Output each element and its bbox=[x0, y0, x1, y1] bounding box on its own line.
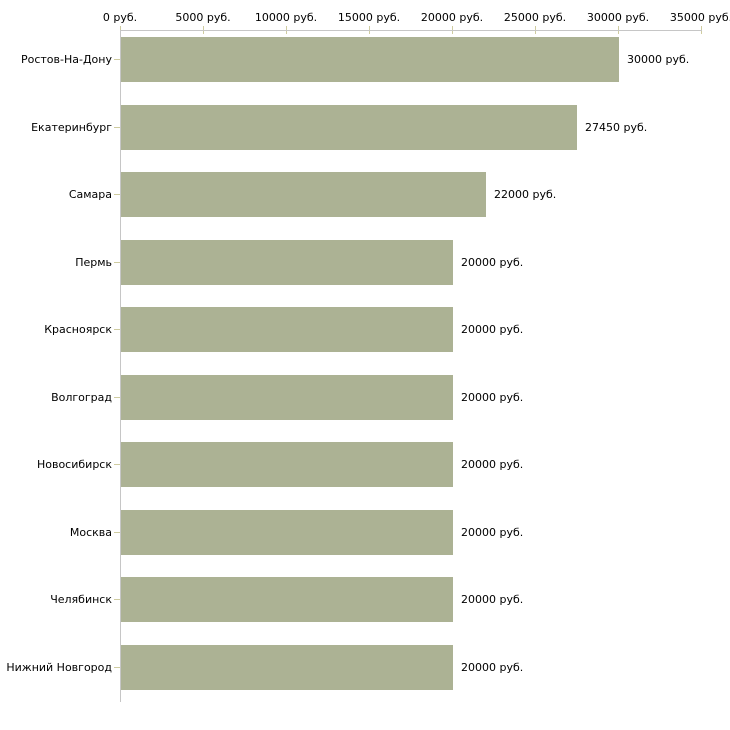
bar bbox=[121, 577, 453, 622]
bar-value-label: 20000 руб. bbox=[461, 255, 524, 269]
y-axis-tick bbox=[114, 126, 120, 128]
bar-row: Екатеринбург 27450 руб. bbox=[0, 104, 730, 150]
bar bbox=[121, 442, 453, 487]
bar-value-label: 20000 руб. bbox=[461, 323, 524, 336]
category-label: Челябинск bbox=[50, 593, 112, 606]
bar bbox=[121, 37, 619, 82]
category-label: Самара bbox=[68, 188, 112, 201]
x-axis-tick-label: 10000 руб. bbox=[254, 11, 318, 24]
bar bbox=[121, 104, 577, 150]
x-axis-tick-label: 15000 руб. bbox=[337, 11, 401, 24]
bar-value-label: 22000 руб. bbox=[494, 188, 557, 201]
category-label: Волгоград bbox=[51, 390, 112, 404]
category-label: Ростов-На-Дону bbox=[20, 53, 112, 66]
y-axis-tick bbox=[114, 194, 120, 195]
bar-value-label: 20000 руб. bbox=[461, 660, 524, 674]
bar bbox=[121, 239, 453, 285]
category-label: Красноярск bbox=[44, 323, 112, 336]
bar-value-label: 20000 руб. bbox=[461, 458, 524, 471]
bar-value-label: 27450 руб. bbox=[585, 120, 648, 134]
x-axis-tick-label: 35000 руб. bbox=[669, 11, 730, 24]
bar bbox=[121, 509, 453, 555]
bar-row: Красноярск 20000 руб. bbox=[0, 307, 730, 352]
x-axis-tick-label: 5000 руб. bbox=[175, 11, 231, 24]
bar-row: Нижний Новгород 20000 руб. bbox=[0, 644, 730, 690]
x-axis-tick-label: 30000 руб. bbox=[586, 11, 650, 24]
category-label: Новосибирск bbox=[36, 458, 112, 471]
y-axis-tick bbox=[114, 396, 120, 398]
bar-row: Пермь 20000 руб. bbox=[0, 239, 730, 285]
bar-row: Волгоград 20000 руб. bbox=[0, 374, 730, 420]
y-axis-tick bbox=[114, 531, 120, 533]
x-axis-tick-label: 20000 руб. bbox=[420, 11, 484, 24]
y-axis-line bbox=[120, 30, 121, 702]
y-axis-tick bbox=[114, 666, 120, 668]
y-axis-tick bbox=[114, 59, 120, 60]
category-label: Москва bbox=[69, 525, 112, 539]
bar-row: Москва 20000 руб. bbox=[0, 509, 730, 555]
y-axis-tick bbox=[114, 329, 120, 330]
y-axis-tick bbox=[114, 599, 120, 600]
bar-row: Челябинск 20000 руб. bbox=[0, 577, 730, 622]
bar-row: Ростов-На-Дону 30000 руб. bbox=[0, 37, 730, 82]
bar bbox=[121, 644, 453, 690]
bar bbox=[121, 172, 486, 217]
bar-value-label: 30000 руб. bbox=[627, 53, 690, 66]
bar bbox=[121, 374, 453, 420]
bar-row: Самара 22000 руб. bbox=[0, 172, 730, 217]
y-axis-tick bbox=[114, 261, 120, 263]
bar-row: Новосибирск 20000 руб. bbox=[0, 442, 730, 487]
x-axis-tick-label: 0 руб. bbox=[102, 11, 138, 24]
x-axis-line bbox=[120, 30, 702, 31]
x-axis-tick-label: 25000 руб. bbox=[503, 11, 567, 24]
bar bbox=[121, 307, 453, 352]
bar-value-label: 20000 руб. bbox=[461, 525, 524, 539]
y-axis-tick bbox=[114, 464, 120, 465]
bar-value-label: 20000 руб. bbox=[461, 593, 524, 606]
category-label: Пермь bbox=[75, 255, 112, 269]
category-label: Екатеринбург bbox=[31, 120, 112, 134]
bar-value-label: 20000 руб. bbox=[461, 390, 524, 404]
category-label: Нижний Новгород bbox=[6, 660, 112, 674]
